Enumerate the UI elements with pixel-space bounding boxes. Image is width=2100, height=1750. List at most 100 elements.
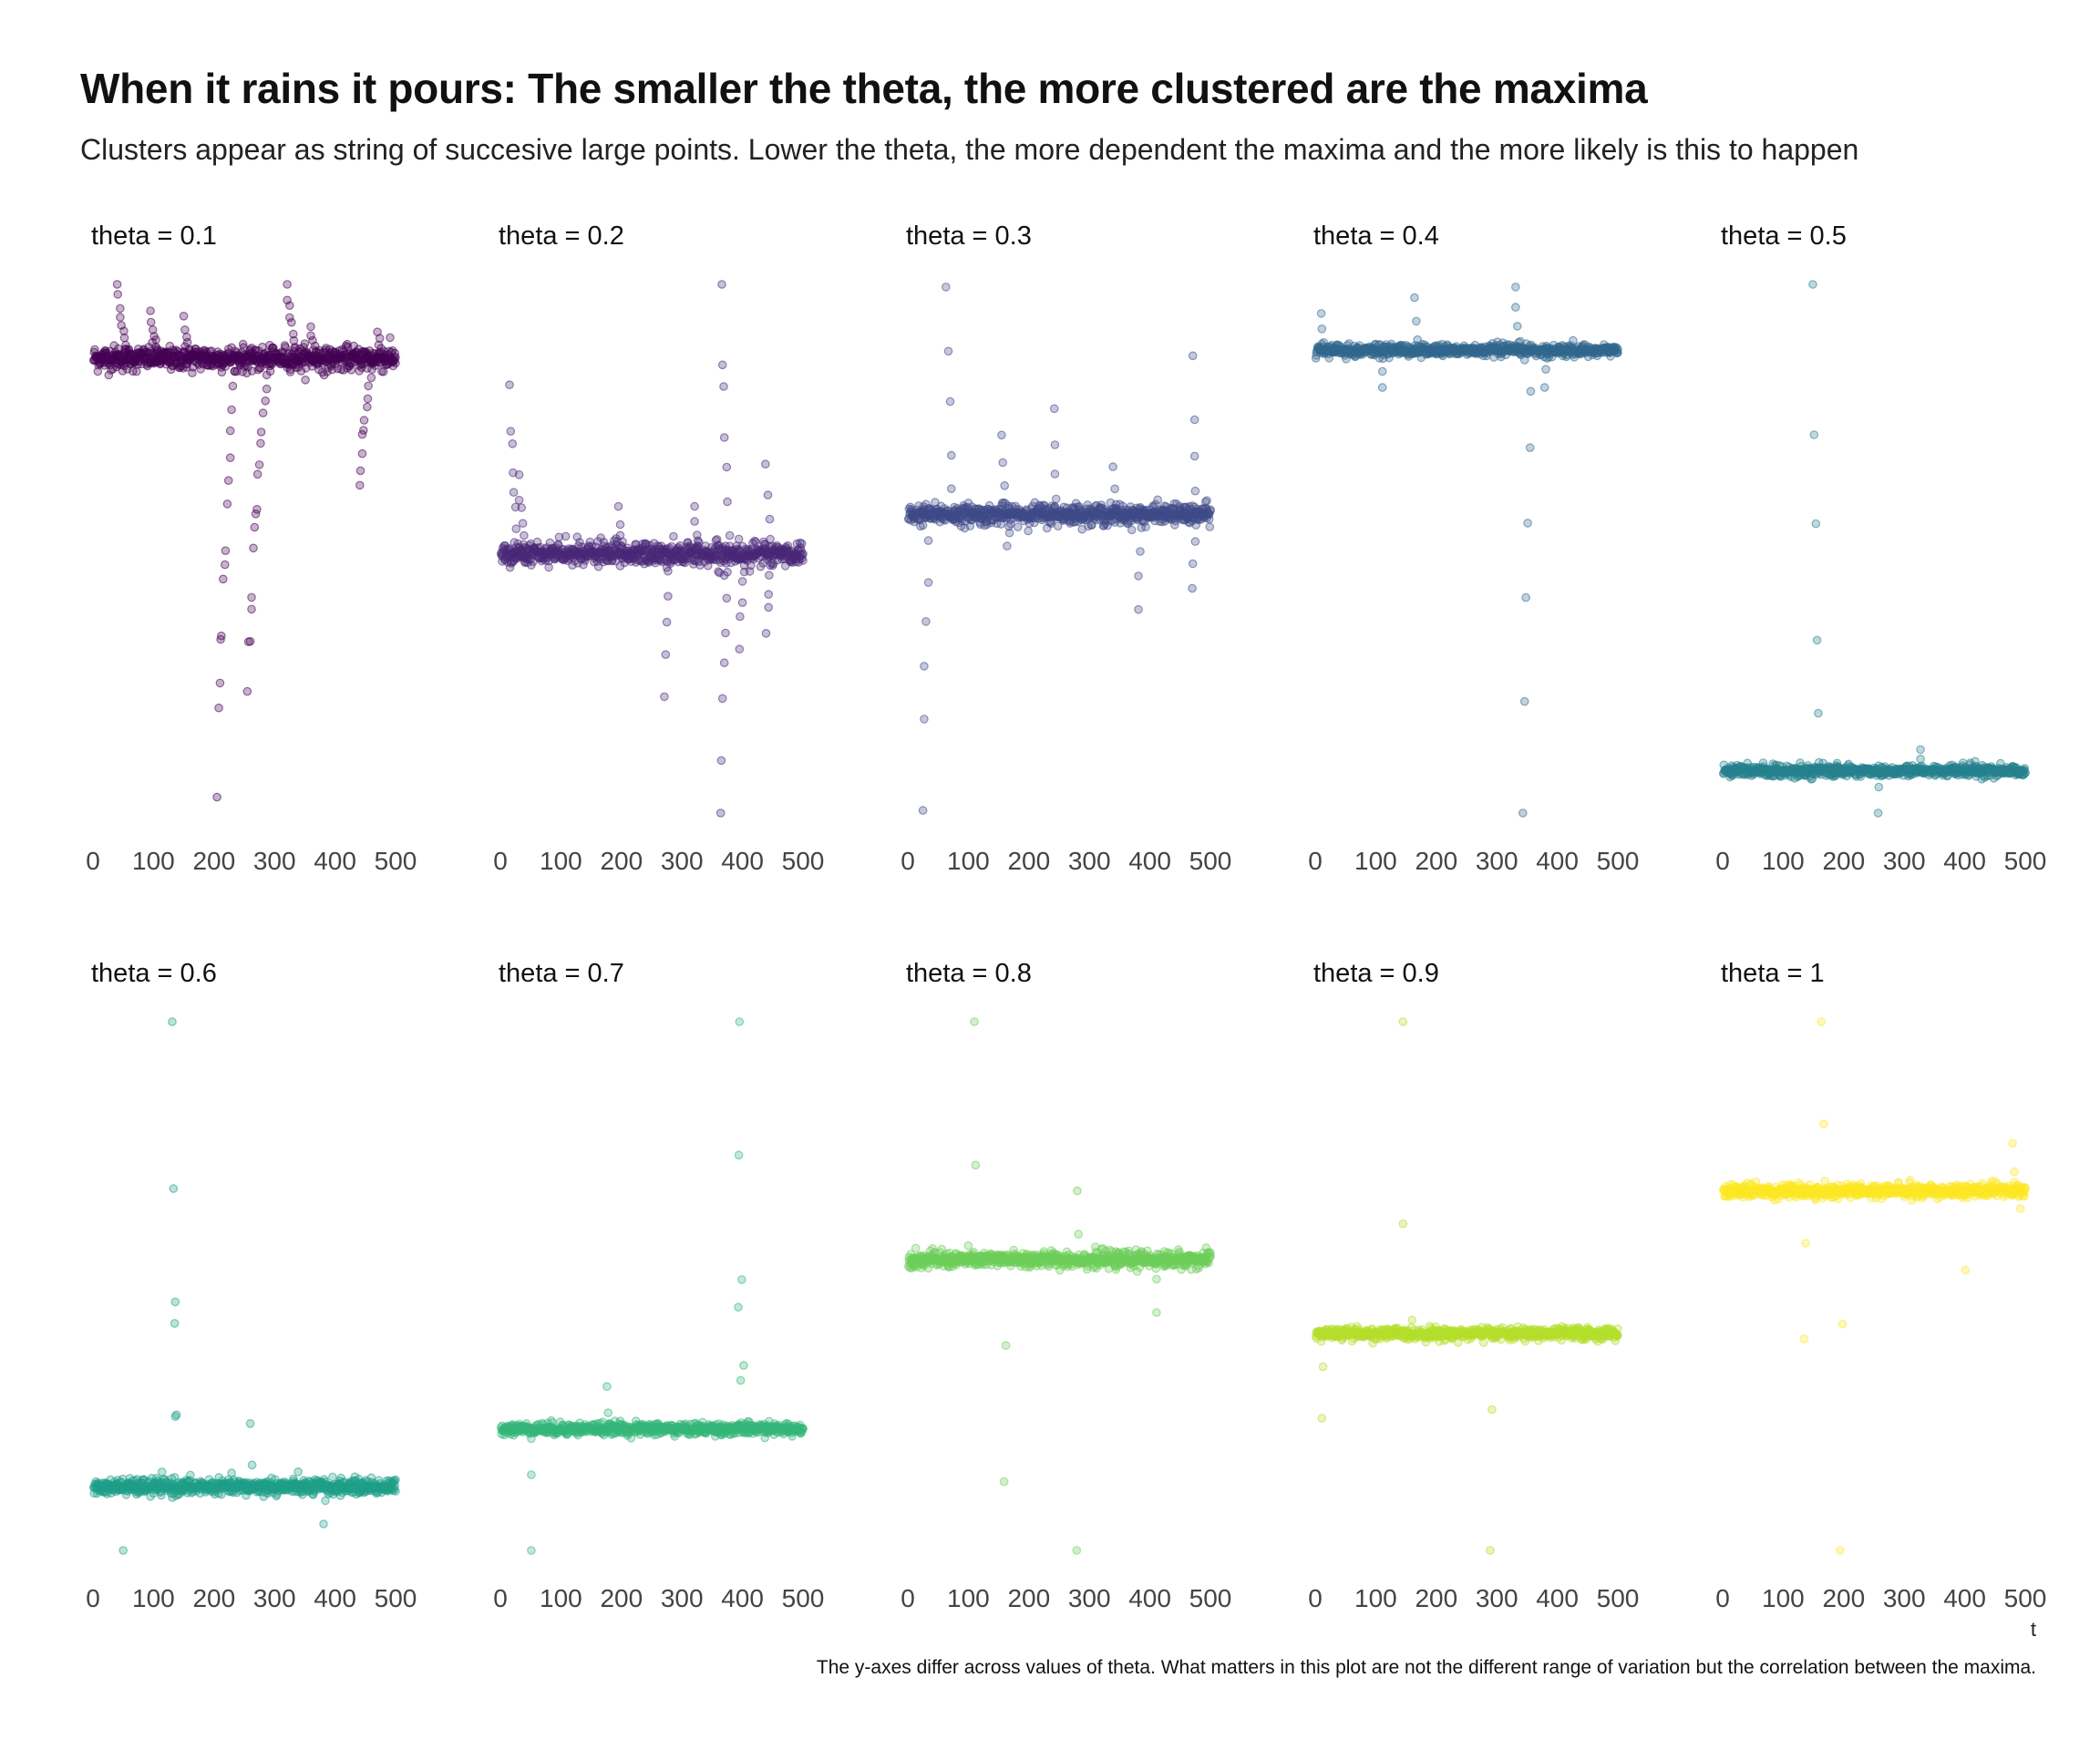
data-point: [1003, 541, 1012, 551]
data-point: [661, 650, 671, 659]
data-point: [690, 501, 699, 511]
data-point: [242, 686, 252, 696]
data-point: [221, 560, 230, 570]
facet-panel: theta = 0.40 100 200 300 400 500: [1308, 221, 1639, 875]
data-point: [716, 756, 726, 766]
data-point: [265, 361, 274, 371]
data-point: [1542, 354, 1552, 363]
data-point: [735, 644, 745, 654]
facet-panel: theta = 0.10 100 200 300 400 500: [86, 221, 417, 875]
x-tick-label: 100: [540, 847, 582, 875]
data-point: [362, 402, 372, 412]
data-point: [1516, 336, 1525, 346]
data-point: [722, 462, 732, 472]
data-point: [508, 438, 518, 448]
data-point: [751, 537, 760, 547]
x-tick-label: 300: [253, 1584, 296, 1612]
data-point: [1541, 365, 1550, 374]
x-tick-label: 100: [1762, 847, 1805, 875]
data-point: [283, 280, 292, 289]
data-point: [561, 531, 571, 541]
data-point: [254, 460, 264, 469]
data-point: [119, 333, 129, 343]
x-tick-label: 500: [375, 847, 417, 875]
data-point: [1523, 519, 1532, 528]
data-point: [505, 380, 514, 389]
data-point: [2021, 767, 2030, 777]
data-point: [386, 333, 395, 343]
x-tick-label: 500: [2004, 847, 2047, 875]
data-point: [717, 360, 727, 370]
chart-title: When it rains it pours: The smaller the …: [80, 65, 1648, 112]
data-point: [719, 658, 729, 667]
data-point: [664, 592, 673, 601]
data-point: [520, 542, 530, 552]
data-point: [1014, 522, 1023, 531]
data-point: [1024, 526, 1033, 536]
data-point: [798, 549, 808, 559]
data-point: [725, 530, 735, 540]
data-point: [1190, 537, 1200, 546]
data-point: [357, 448, 367, 458]
data-point: [737, 577, 747, 586]
data-point: [1153, 495, 1162, 505]
data-point: [923, 578, 933, 587]
data-point: [797, 539, 807, 549]
data-point: [613, 501, 623, 511]
data-point: [245, 636, 255, 646]
data-point: [616, 541, 626, 551]
data-point: [113, 290, 122, 299]
data-point: [171, 1410, 181, 1419]
data-point: [250, 522, 260, 532]
data-point: [366, 373, 376, 383]
data-point: [179, 311, 189, 321]
x-tick-label: 500: [375, 1584, 417, 1612]
x-tick-label: 400: [721, 847, 764, 875]
data-point: [723, 567, 732, 577]
data-point: [723, 497, 732, 507]
data-point: [1188, 351, 1198, 361]
x-tick-label: 300: [1476, 847, 1518, 875]
data-point: [363, 394, 373, 404]
x-tick-label: 200: [600, 847, 643, 875]
data-point: [225, 453, 235, 462]
data-point: [719, 382, 728, 391]
data-point: [123, 350, 133, 360]
facet-strip-label: theta = 0.6: [91, 959, 217, 988]
data-point: [252, 469, 262, 479]
data-point: [328, 1472, 337, 1482]
data-point: [1110, 484, 1119, 494]
data-point: [247, 604, 256, 614]
data-point: [214, 703, 223, 713]
data-point: [765, 514, 775, 524]
data-point: [247, 1460, 257, 1470]
data-point: [734, 534, 744, 544]
data-point: [1814, 708, 1823, 718]
data-point: [760, 459, 770, 468]
data-point: [1111, 499, 1121, 510]
data-point: [1000, 480, 1009, 490]
data-point: [1812, 635, 1822, 645]
data-point: [1319, 337, 1329, 347]
data-point: [766, 534, 775, 544]
facet-panel: theta = 0.30 100 200 300 400 500: [901, 221, 1231, 875]
data-point: [664, 566, 673, 576]
data-point: [1317, 324, 1327, 334]
data-point: [230, 366, 240, 376]
data-point: [1316, 309, 1326, 318]
data-point: [367, 358, 376, 368]
data-point: [262, 370, 272, 380]
x-tick-label: 500: [1597, 847, 1640, 875]
x-tick-label: 400: [1536, 847, 1579, 875]
data-point: [1378, 354, 1388, 364]
data-point: [364, 381, 373, 391]
data-point: [1205, 522, 1215, 531]
data-point: [1410, 293, 1419, 303]
data-point: [1137, 523, 1147, 532]
data-point: [506, 427, 516, 436]
data-point: [170, 1297, 180, 1307]
data-point: [1916, 745, 1925, 755]
data-point: [1519, 696, 1529, 706]
x-tick-label: 0: [86, 1584, 100, 1612]
data-point: [170, 1319, 180, 1328]
